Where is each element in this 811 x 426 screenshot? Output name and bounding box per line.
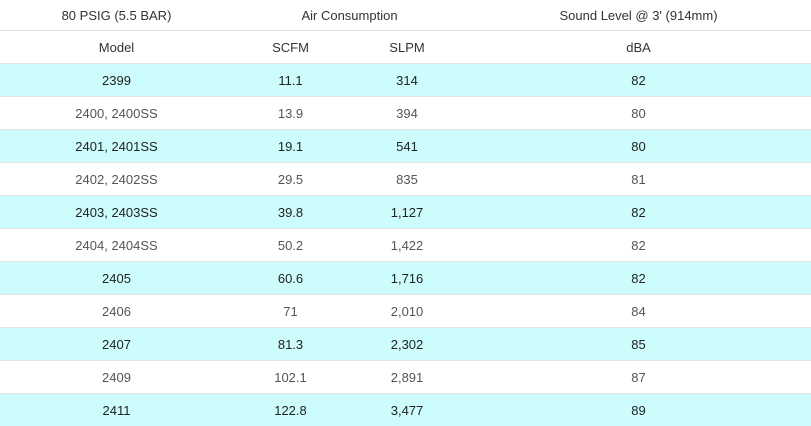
model-cell: 2411 <box>0 393 233 426</box>
table-row: 2409 102.1 2,891 87 <box>0 360 811 394</box>
slpm-cell: 1,716 <box>348 261 467 295</box>
slpm-cell: 2,891 <box>348 360 467 394</box>
slpm-cell: 1,127 <box>348 195 467 229</box>
slpm-cell: 2,010 <box>348 294 467 328</box>
model-cell: 2409 <box>0 360 233 394</box>
scfm-cell: 39.8 <box>233 195 348 229</box>
table-row: 2404, 2404SS 50.2 1,422 82 <box>0 228 811 262</box>
scfm-cell: 29.5 <box>233 162 348 196</box>
model-cell: 2403, 2403SS <box>0 195 233 229</box>
model-cell: 2407 <box>0 327 233 361</box>
scfm-cell: 13.9 <box>233 96 348 130</box>
model-column-header: Model <box>0 30 233 64</box>
sound-level-header: Sound Level @ 3' (914mm) <box>466 0 811 31</box>
slpm-cell: 541 <box>348 129 467 163</box>
scfm-cell: 122.8 <box>233 393 348 426</box>
slpm-column-header: SLPM <box>348 30 467 64</box>
slpm-cell: 1,422 <box>348 228 467 262</box>
dba-cell: 80 <box>466 129 811 163</box>
table-row: 2402, 2402SS 29.5 835 81 <box>0 162 811 196</box>
scfm-cell: 11.1 <box>233 63 348 97</box>
slpm-cell: 3,477 <box>348 393 467 426</box>
table-row: 2401, 2401SS 19.1 541 80 <box>0 129 811 163</box>
column-header-row: Model SCFM SLPM dBA <box>0 30 811 64</box>
model-cell: 2406 <box>0 294 233 328</box>
table-row: 2407 81.3 2,302 85 <box>0 327 811 361</box>
dba-cell: 82 <box>466 195 811 229</box>
scfm-cell: 19.1 <box>233 129 348 163</box>
scfm-cell: 102.1 <box>233 360 348 394</box>
table-row: 2400, 2400SS 13.9 394 80 <box>0 96 811 130</box>
dba-cell: 82 <box>466 63 811 97</box>
model-cell: 2399 <box>0 63 233 97</box>
model-cell: 2401, 2401SS <box>0 129 233 163</box>
dba-cell: 82 <box>466 261 811 295</box>
table-row: 2405 60.6 1,716 82 <box>0 261 811 295</box>
dba-column-header: dBA <box>466 30 811 64</box>
slpm-cell: 314 <box>348 63 467 97</box>
dba-cell: 87 <box>466 360 811 394</box>
scfm-cell: 60.6 <box>233 261 348 295</box>
dba-cell: 81 <box>466 162 811 196</box>
dba-cell: 85 <box>466 327 811 361</box>
model-cell: 2404, 2404SS <box>0 228 233 262</box>
model-cell: 2402, 2402SS <box>0 162 233 196</box>
dba-cell: 84 <box>466 294 811 328</box>
slpm-cell: 2,302 <box>348 327 467 361</box>
dba-cell: 82 <box>466 228 811 262</box>
table-row: 2411 122.8 3,477 89 <box>0 393 811 426</box>
scfm-cell: 50.2 <box>233 228 348 262</box>
slpm-cell: 394 <box>348 96 467 130</box>
slpm-cell: 835 <box>348 162 467 196</box>
scfm-column-header: SCFM <box>233 30 348 64</box>
table-row: 2399 11.1 314 82 <box>0 63 811 97</box>
dba-cell: 89 <box>466 393 811 426</box>
table-row: 2403, 2403SS 39.8 1,127 82 <box>0 195 811 229</box>
model-cell: 2400, 2400SS <box>0 96 233 130</box>
table-row: 2406 71 2,010 84 <box>0 294 811 328</box>
scfm-cell: 71 <box>233 294 348 328</box>
scfm-cell: 81.3 <box>233 327 348 361</box>
pressure-header: 80 PSIG (5.5 BAR) <box>0 0 233 31</box>
dba-cell: 80 <box>466 96 811 130</box>
model-cell: 2405 <box>0 261 233 295</box>
group-header-row: 80 PSIG (5.5 BAR) Air Consumption Sound … <box>0 0 811 31</box>
air-consumption-header: Air Consumption <box>233 0 467 31</box>
